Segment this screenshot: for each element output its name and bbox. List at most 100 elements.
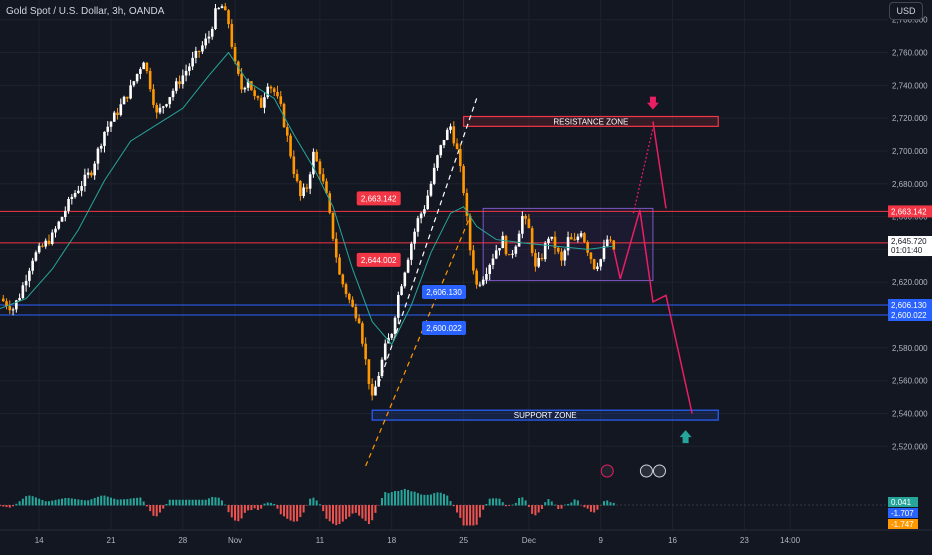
- oscillator-bar: [332, 505, 334, 524]
- candle: [86, 172, 90, 175]
- oscillator-bar: [544, 502, 547, 506]
- oscillator-bar: [149, 505, 152, 512]
- candle: [357, 318, 361, 324]
- oscillator-bar: [482, 505, 485, 510]
- candle: [325, 181, 328, 194]
- time-tick-label: 14:00: [780, 536, 801, 545]
- oscillator-bar: [126, 499, 129, 506]
- candle: [459, 148, 462, 167]
- support-line-2600-axis-label: [888, 309, 932, 322]
- candle: [491, 258, 495, 266]
- candle: [139, 69, 142, 74]
- candle: [103, 131, 106, 146]
- support-line-2606-axis-label: [888, 298, 932, 311]
- candle: [494, 250, 498, 259]
- candle: [504, 235, 508, 255]
- oscillator-bar: [478, 505, 481, 518]
- countdown-timer-text: 01:01:40: [891, 246, 923, 255]
- oscillator-bar: [537, 505, 540, 513]
- support-zone-label: SUPPORT ZONE: [514, 411, 577, 420]
- oscillator-bar: [263, 503, 266, 506]
- oscillator-bar: [501, 502, 504, 506]
- currency-button[interactable]: USD: [889, 2, 923, 20]
- time-tick-label: 9: [598, 536, 603, 545]
- support-line-2600-axis-text: 2,600.022: [891, 311, 927, 320]
- candle: [158, 107, 162, 113]
- candle: [465, 193, 469, 216]
- candle: [8, 306, 12, 311]
- time-tick-label: 16: [668, 536, 677, 545]
- oscillator-bar: [67, 498, 70, 506]
- candle: [383, 343, 387, 360]
- oscillator-bar: [158, 505, 161, 513]
- oscillator-bar: [74, 498, 77, 506]
- candle: [243, 87, 247, 90]
- candle: [423, 209, 426, 214]
- candle: [507, 254, 511, 256]
- candle: [400, 286, 403, 296]
- candle: [272, 88, 276, 92]
- oscillator-bar: [364, 505, 367, 521]
- candle: [560, 251, 563, 261]
- us-flag-event-icon: [639, 464, 653, 478]
- candle: [583, 233, 586, 243]
- candle: [5, 301, 8, 307]
- candle: [566, 237, 570, 251]
- candle: [527, 218, 531, 229]
- candle: [354, 306, 358, 319]
- candle: [393, 317, 397, 334]
- oscillator-bar: [573, 499, 576, 506]
- candle: [374, 386, 377, 396]
- candle: [80, 186, 83, 191]
- oscillator-bar: [57, 499, 60, 506]
- candle: [305, 187, 309, 189]
- oscillator-bar: [397, 491, 400, 506]
- oscillator-bar: [247, 505, 250, 511]
- up-arrow-icon: [679, 430, 692, 444]
- candle: [57, 221, 61, 229]
- oscillator-bar: [550, 501, 553, 506]
- candle: [63, 210, 67, 218]
- oscillator-bar: [2, 505, 5, 507]
- oscillator-bar: [116, 499, 119, 506]
- time-tick-label: Dec: [522, 536, 536, 545]
- candle: [511, 253, 514, 255]
- resistance-line-2663-axis-text: 2,663.142: [891, 207, 927, 216]
- candle: [338, 257, 341, 275]
- candle: [41, 245, 44, 247]
- candle: [380, 359, 384, 376]
- candle: [67, 198, 70, 211]
- candle: [331, 212, 335, 239]
- candle: [34, 252, 38, 261]
- oscillator-value-label: [888, 497, 918, 507]
- oscillator-bar: [224, 504, 227, 506]
- price-tick-label: 2,740.000: [892, 81, 928, 90]
- symbol-title[interactable]: Gold Spot / U.S. Dollar, 3h, OANDA: [6, 6, 165, 17]
- oscillator-bar: [322, 505, 325, 512]
- resistance-line-2644-callout-text: 2,644.002: [361, 256, 397, 265]
- candle: [188, 66, 191, 71]
- candle: [194, 50, 198, 58]
- current-price-text: 2,645.720: [891, 237, 927, 246]
- oscillator-bar: [560, 505, 563, 509]
- oscillator-bar: [96, 496, 99, 506]
- oscillator-bar: [318, 504, 321, 506]
- oscillator-bar: [586, 505, 589, 509]
- candle: [60, 217, 64, 222]
- candle: [44, 240, 48, 247]
- oscillator-bar: [211, 496, 214, 506]
- candle: [462, 166, 465, 194]
- oscillator-bar: [390, 492, 393, 506]
- candle: [96, 148, 100, 164]
- oscillator-bar: [563, 504, 566, 506]
- oscillator-bar: [602, 501, 605, 506]
- oscillator-bar: [485, 503, 488, 506]
- candle: [439, 145, 443, 156]
- oscillator-bar: [172, 499, 175, 506]
- candle: [135, 73, 139, 82]
- projection-path: [613, 209, 693, 414]
- time-tick-label: Nov: [228, 536, 242, 545]
- oscillator-bar: [70, 498, 73, 506]
